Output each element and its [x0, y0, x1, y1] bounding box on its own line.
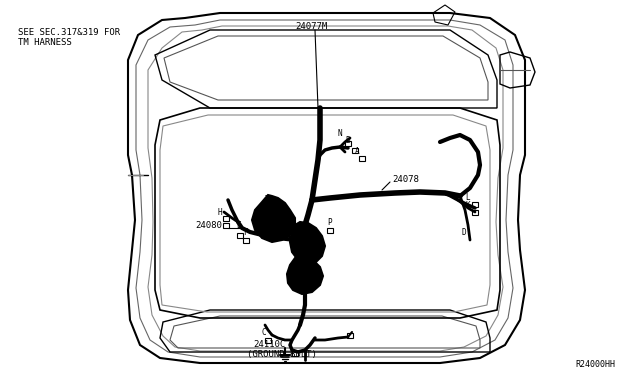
- Bar: [265, 338, 271, 343]
- Bar: [223, 216, 229, 221]
- Bar: [223, 223, 229, 228]
- Text: (GROUND BOLT): (GROUND BOLT): [247, 350, 317, 359]
- Text: A: A: [355, 147, 360, 156]
- Bar: [472, 210, 478, 215]
- Bar: [292, 351, 298, 356]
- Text: H: H: [218, 208, 223, 217]
- Text: B: B: [345, 136, 349, 145]
- Text: 24077M: 24077M: [295, 22, 327, 31]
- Bar: [327, 228, 333, 233]
- Text: TM HARNESS: TM HARNESS: [18, 38, 72, 47]
- Bar: [347, 333, 353, 338]
- Text: F: F: [243, 228, 248, 237]
- Text: 24080: 24080: [195, 221, 222, 231]
- Bar: [359, 156, 365, 161]
- Text: J: J: [264, 195, 269, 204]
- Bar: [352, 148, 358, 153]
- Text: K: K: [465, 201, 470, 210]
- Text: C: C: [262, 328, 267, 337]
- Bar: [472, 202, 478, 207]
- Bar: [345, 141, 351, 146]
- Text: D: D: [462, 228, 467, 237]
- Bar: [243, 238, 249, 243]
- Text: SEE SEC.317&319 FOR: SEE SEC.317&319 FOR: [18, 28, 120, 37]
- Polygon shape: [287, 257, 323, 294]
- Text: P: P: [327, 218, 332, 227]
- Text: 24110C: 24110C: [253, 340, 285, 349]
- Text: R24000HH: R24000HH: [575, 360, 615, 369]
- Polygon shape: [252, 195, 295, 242]
- Text: L: L: [465, 193, 470, 202]
- Bar: [237, 233, 243, 238]
- Text: N: N: [337, 129, 342, 138]
- Text: E: E: [236, 221, 241, 230]
- Text: I: I: [303, 350, 308, 359]
- Text: 24078: 24078: [392, 176, 419, 185]
- Polygon shape: [290, 222, 325, 265]
